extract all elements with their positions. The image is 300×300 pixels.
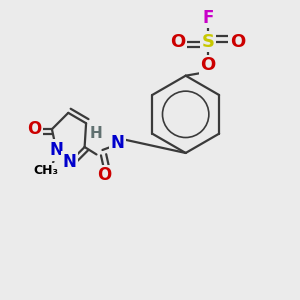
Text: N: N (110, 134, 124, 152)
Text: O: O (97, 166, 111, 184)
Text: O: O (200, 56, 216, 74)
Text: F: F (202, 9, 214, 27)
Text: O: O (171, 32, 186, 50)
Text: S: S (202, 32, 214, 50)
Text: H: H (90, 126, 103, 141)
Text: O: O (230, 32, 245, 50)
Text: O: O (27, 120, 41, 138)
Text: N: N (63, 153, 77, 171)
Text: CH₃: CH₃ (34, 164, 58, 177)
Text: N: N (50, 141, 63, 159)
